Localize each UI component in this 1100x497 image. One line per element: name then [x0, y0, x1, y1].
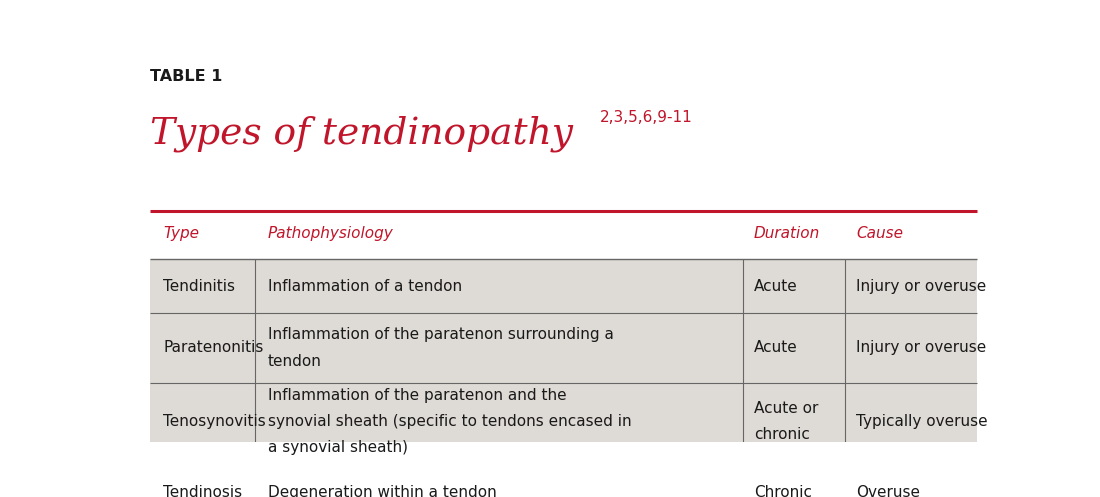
Text: Type: Type [163, 226, 199, 241]
Text: Duration: Duration [754, 226, 821, 241]
Text: Injury or overuse: Injury or overuse [856, 279, 987, 294]
Text: a synovial sheath): a synovial sheath) [268, 440, 408, 455]
Text: TABLE 1: TABLE 1 [151, 69, 222, 84]
Text: Overuse: Overuse [856, 485, 921, 497]
Text: Chronic: Chronic [754, 485, 812, 497]
Bar [151, 313, 977, 383]
Text: Inflammation of the paratenon and the: Inflammation of the paratenon and the [268, 388, 566, 403]
Text: Typically overuse: Typically overuse [856, 414, 988, 429]
Text: tendon: tendon [268, 353, 322, 368]
Bar [151, 383, 977, 460]
Text: synovial sheath (specific to tendons encased in: synovial sheath (specific to tendons enc… [268, 414, 631, 429]
Text: Acute or: Acute or [754, 401, 818, 416]
Text: Degeneration within a tendon: Degeneration within a tendon [268, 485, 497, 497]
Text: Acute: Acute [754, 340, 798, 355]
Text: Tendinitis: Tendinitis [163, 279, 235, 294]
Text: Cause: Cause [856, 226, 903, 241]
Text: Paratenonitis: Paratenonitis [163, 340, 264, 355]
Text: 2,3,5,6,9-11: 2,3,5,6,9-11 [600, 110, 692, 125]
Text: Tenosynovitis: Tenosynovitis [163, 414, 266, 429]
Text: Pathophysiology: Pathophysiology [268, 226, 394, 241]
Text: Types of tendinopathy: Types of tendinopathy [151, 115, 573, 152]
Text: Acute: Acute [754, 279, 798, 294]
Text: Injury or overuse: Injury or overuse [856, 340, 987, 355]
Text: Tendinosis: Tendinosis [163, 485, 242, 497]
Text: Inflammation of a tendon: Inflammation of a tendon [268, 279, 462, 294]
Text: chronic: chronic [754, 427, 810, 442]
Bar [151, 259, 977, 313]
Text: Inflammation of the paratenon surrounding a: Inflammation of the paratenon surroundin… [268, 328, 614, 342]
